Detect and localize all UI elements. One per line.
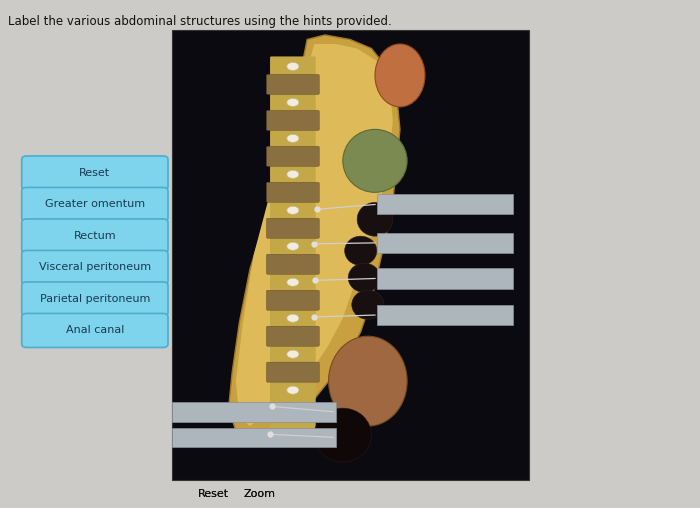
FancyBboxPatch shape — [267, 74, 319, 94]
Ellipse shape — [375, 44, 425, 107]
Ellipse shape — [287, 386, 299, 394]
Text: Reset: Reset — [198, 489, 229, 499]
FancyBboxPatch shape — [22, 313, 168, 347]
FancyBboxPatch shape — [377, 194, 513, 214]
Text: Parietal peritoneum: Parietal peritoneum — [40, 294, 150, 304]
Ellipse shape — [348, 263, 380, 293]
Text: Reset: Reset — [79, 168, 111, 178]
Ellipse shape — [287, 99, 299, 107]
Ellipse shape — [287, 314, 299, 322]
Text: Anal canal: Anal canal — [66, 326, 124, 335]
Text: Zoom: Zoom — [243, 489, 275, 499]
FancyBboxPatch shape — [22, 250, 168, 284]
Ellipse shape — [287, 134, 299, 142]
FancyBboxPatch shape — [270, 56, 316, 445]
FancyBboxPatch shape — [22, 156, 168, 190]
Ellipse shape — [287, 350, 299, 358]
FancyBboxPatch shape — [22, 282, 168, 316]
FancyBboxPatch shape — [22, 219, 168, 253]
Ellipse shape — [343, 130, 407, 193]
Polygon shape — [229, 35, 400, 439]
FancyBboxPatch shape — [172, 428, 336, 447]
FancyBboxPatch shape — [267, 326, 319, 346]
Text: Greater omentum: Greater omentum — [45, 200, 145, 209]
Ellipse shape — [344, 236, 377, 265]
Text: Label the various abdominal structures using the hints provided.: Label the various abdominal structures u… — [8, 15, 392, 28]
FancyBboxPatch shape — [267, 110, 319, 131]
Ellipse shape — [287, 242, 299, 250]
Polygon shape — [236, 44, 393, 426]
Ellipse shape — [287, 206, 299, 214]
FancyBboxPatch shape — [267, 218, 319, 238]
FancyBboxPatch shape — [172, 402, 336, 422]
Text: Visceral peritoneum: Visceral peritoneum — [38, 263, 151, 272]
FancyBboxPatch shape — [377, 233, 513, 253]
Ellipse shape — [352, 290, 384, 320]
FancyBboxPatch shape — [267, 290, 319, 310]
FancyBboxPatch shape — [267, 182, 319, 202]
Ellipse shape — [328, 336, 407, 426]
FancyBboxPatch shape — [22, 187, 168, 221]
FancyBboxPatch shape — [267, 362, 319, 382]
Text: Reset: Reset — [198, 489, 229, 499]
Text: Rectum: Rectum — [74, 231, 116, 241]
Text: Zoom: Zoom — [243, 489, 275, 499]
FancyBboxPatch shape — [377, 305, 513, 325]
Ellipse shape — [357, 203, 393, 236]
Ellipse shape — [287, 170, 299, 178]
Ellipse shape — [287, 62, 299, 71]
Bar — [172, 30, 528, 480]
Ellipse shape — [314, 408, 372, 462]
Ellipse shape — [287, 278, 299, 287]
FancyBboxPatch shape — [377, 268, 513, 289]
FancyBboxPatch shape — [267, 254, 319, 274]
FancyBboxPatch shape — [267, 146, 319, 167]
